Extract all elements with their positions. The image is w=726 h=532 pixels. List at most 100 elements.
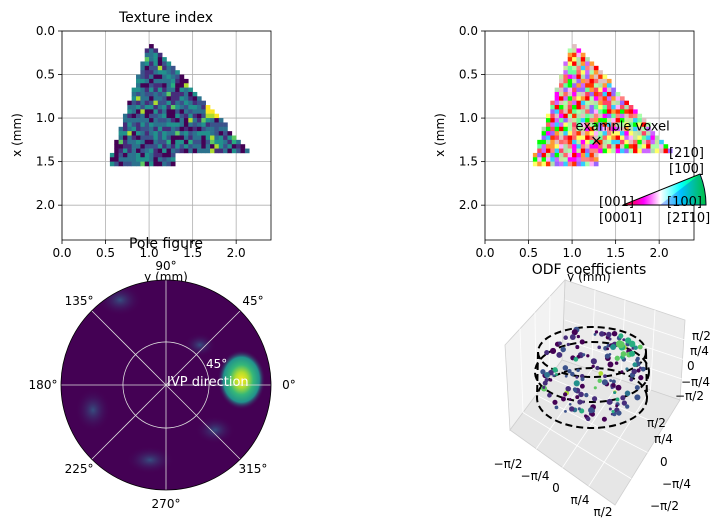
texture-voxel <box>218 131 224 136</box>
ipf-voxel <box>667 148 673 154</box>
texture-voxel <box>144 139 150 145</box>
odf-point <box>581 400 585 404</box>
texture-voxel <box>170 96 176 101</box>
texture-voxel <box>175 91 180 97</box>
texture-voxel <box>162 126 167 132</box>
texture-voxel <box>153 74 159 80</box>
texture-voxel <box>131 122 137 128</box>
odf-point <box>595 365 600 371</box>
ipf-voxel <box>589 113 595 119</box>
ax2-frame <box>484 30 695 241</box>
ipf-voxel <box>593 144 599 149</box>
texture-voxel <box>131 100 137 106</box>
ipf-voxel <box>606 105 612 110</box>
ax1-title: Texture index <box>118 10 213 26</box>
odf-point <box>640 366 646 372</box>
ipf-voxel <box>580 109 586 115</box>
texture-voxel <box>118 157 124 162</box>
ipf-voxel <box>650 135 656 141</box>
ipf-voxel <box>585 131 590 136</box>
texture-voxel <box>153 152 159 158</box>
texture-voxel <box>170 157 176 162</box>
ipf-voxel <box>624 113 629 119</box>
texture-voxel <box>144 126 150 132</box>
ipf-key-right-hex: [21̅10] <box>667 211 710 226</box>
ipf-voxel <box>624 126 629 132</box>
texture-voxel <box>166 118 172 123</box>
ipf-voxel <box>589 139 595 145</box>
texture-voxel <box>140 61 146 67</box>
texture-voxel <box>170 139 176 145</box>
texture-voxel <box>127 135 132 141</box>
ipf-voxel <box>559 148 564 154</box>
pole-figure-radial-label: 45° <box>206 357 227 371</box>
texture-voxel <box>236 148 241 154</box>
ipf-voxel <box>550 109 555 115</box>
texture-voxel <box>127 131 132 136</box>
ipf-voxel <box>554 118 560 123</box>
ipf-voxel <box>572 83 577 88</box>
texture-voxel <box>153 70 159 75</box>
ipf-voxel <box>585 122 590 128</box>
ipf-key-top: [210] <box>669 146 704 161</box>
ipf-voxel <box>637 122 643 128</box>
odf-boundary-edge <box>536 351 539 399</box>
texture-voxel <box>140 78 146 84</box>
texture-voxel <box>166 105 172 110</box>
texture-voxel <box>157 52 163 58</box>
texture-voxel <box>170 122 176 128</box>
texture-voxel <box>166 144 172 149</box>
tick-label-y: 0.5 <box>459 68 478 82</box>
ax1-frame <box>61 30 272 241</box>
texture-voxel <box>140 144 146 149</box>
texture-voxel <box>140 70 146 75</box>
ipf-voxel <box>615 113 621 119</box>
texture-voxel <box>179 126 185 132</box>
ipf-voxel <box>637 148 643 154</box>
ipf-key-tint <box>660 174 706 205</box>
texture-voxel <box>149 131 154 136</box>
ipf-voxel <box>641 118 647 123</box>
ipf-voxel <box>598 78 603 84</box>
texture-voxel <box>114 161 119 167</box>
texture-voxel <box>144 152 150 158</box>
odf-point <box>615 397 620 402</box>
texture-voxel <box>153 100 159 106</box>
odf-y-tick: 0 <box>660 455 668 469</box>
ipf-voxel <box>537 152 542 158</box>
ipf-voxel <box>537 161 542 167</box>
texture-voxel <box>166 152 172 158</box>
texture-voxel <box>118 161 124 167</box>
ipf-voxel <box>585 139 590 145</box>
odf-point <box>554 373 558 376</box>
texture-voxel <box>131 113 137 119</box>
texture-voxel <box>183 91 189 97</box>
ipf-voxel <box>545 152 551 158</box>
tick-label-x: 2.0 <box>650 246 669 260</box>
texture-voxel <box>175 126 180 132</box>
ipf-voxel <box>563 148 569 154</box>
ipf-voxel <box>576 113 582 119</box>
ipf-voxel <box>611 87 616 93</box>
ipf-voxel <box>572 61 577 67</box>
ipf-voxel <box>650 148 656 154</box>
texture-voxel <box>153 113 159 119</box>
texture-voxel <box>170 152 176 158</box>
texture-voxel <box>162 100 167 106</box>
texture-voxel <box>162 122 167 128</box>
ipf-voxel <box>580 70 586 75</box>
ipf-voxel <box>550 113 555 119</box>
texture-voxel <box>122 139 128 145</box>
ipf-voxel <box>589 74 595 80</box>
ipf-voxel <box>563 96 569 101</box>
ipf-voxel <box>563 61 569 67</box>
odf-point <box>562 365 569 371</box>
ipf-voxel <box>589 131 595 136</box>
texture-voxel <box>166 131 172 136</box>
texture-voxel <box>201 135 206 141</box>
ipf-voxel <box>541 131 547 136</box>
texture-voxel <box>214 144 220 149</box>
texture-voxel <box>149 161 154 167</box>
texture-voxel <box>153 131 159 136</box>
texture-voxel <box>149 52 154 58</box>
